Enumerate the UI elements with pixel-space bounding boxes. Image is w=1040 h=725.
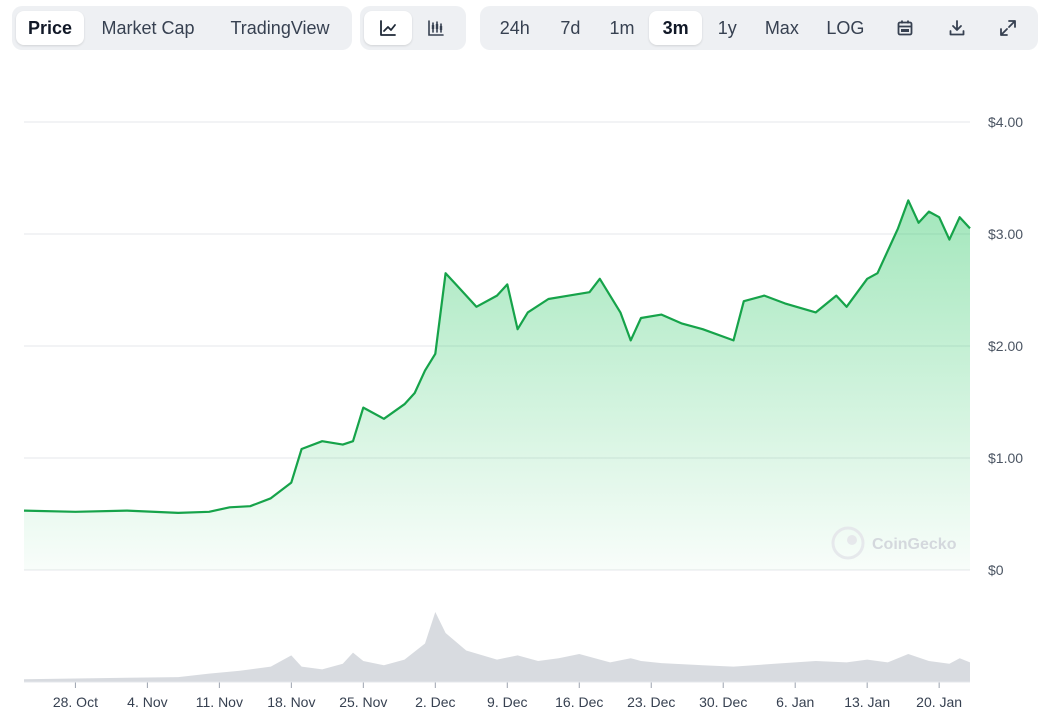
range-max[interactable]: Max bbox=[764, 17, 799, 38]
y-tick-label: $1.00 bbox=[988, 450, 1023, 466]
x-tick-label: 23. Dec bbox=[627, 694, 675, 710]
range-7d[interactable]: 7d bbox=[560, 17, 581, 38]
price-chart: $0 $1.00 $2.00 $3.00 $4.00 28. Oct 4. Nov 11. … bbox=[23, 114, 1023, 710]
price-area bbox=[24, 200, 970, 570]
log-scale-toggle[interactable]: LOG bbox=[826, 17, 865, 38]
date-range-button[interactable] bbox=[879, 11, 931, 45]
x-tick-label: 28. Oct bbox=[53, 694, 98, 710]
gecko-logo-icon bbox=[831, 526, 865, 560]
range-1m[interactable]: 1m bbox=[609, 17, 635, 38]
candlestick-chart-icon bbox=[428, 20, 444, 36]
x-tick-label: 4. Nov bbox=[127, 694, 167, 710]
x-tick-label: 9. Dec bbox=[487, 694, 527, 710]
price-line bbox=[23, 199, 971, 514]
x-tick-label: 20. Jan bbox=[916, 694, 962, 710]
y-tick-label: $3.00 bbox=[988, 226, 1023, 242]
range-1y[interactable]: 1y bbox=[717, 17, 737, 38]
x-tick-label: 18. Nov bbox=[267, 694, 315, 710]
download-button[interactable] bbox=[931, 11, 983, 45]
x-tick-label: 30. Dec bbox=[699, 694, 747, 710]
x-tick-label: 16. Dec bbox=[555, 694, 603, 710]
x-tick-label: 2. Dec bbox=[415, 694, 455, 710]
volume-area bbox=[24, 612, 970, 682]
metric-tab-group: Price Market Cap TradingView bbox=[12, 6, 352, 50]
expand-icon bbox=[1000, 20, 1017, 36]
line-chart-button[interactable] bbox=[364, 11, 412, 45]
tab-price[interactable]: Price bbox=[16, 11, 84, 45]
y-tick-label: $0 bbox=[988, 562, 1004, 578]
range-24h[interactable]: 24h bbox=[499, 17, 530, 38]
x-tick-label: 6. Jan bbox=[776, 694, 814, 710]
fullscreen-button[interactable] bbox=[982, 11, 1034, 45]
chart-type-group bbox=[360, 6, 466, 50]
x-tick-label: 25. Nov bbox=[339, 694, 387, 710]
tab-market-cap[interactable]: Market Cap bbox=[101, 17, 195, 38]
x-axis: 28. Oct 4. Nov 11. Nov 18. Nov 25. Nov 2. Dec… bbox=[24, 681, 970, 710]
range-group: 24h 7d 1m 3m 1y Max LOG bbox=[480, 6, 1038, 50]
y-tick-label: $4.00 bbox=[988, 114, 1023, 130]
volume-series bbox=[24, 612, 970, 682]
x-tick-label: 13. Jan bbox=[844, 694, 890, 710]
price-area-fill bbox=[24, 200, 970, 570]
range-3m[interactable]: 3m bbox=[648, 11, 703, 45]
line-chart-icon bbox=[380, 20, 396, 36]
watermark-text: CoinGecko bbox=[872, 536, 957, 553]
tab-tradingview[interactable]: TradingView bbox=[230, 17, 330, 38]
x-tick-label: 11. Nov bbox=[196, 694, 243, 710]
calendar-icon bbox=[897, 20, 913, 36]
coingecko-watermark: CoinGecko bbox=[831, 526, 957, 560]
y-axis: $0 $1.00 $2.00 $3.00 $4.00 bbox=[988, 114, 1023, 578]
y-tick-label: $2.00 bbox=[988, 338, 1023, 354]
candlestick-chart-button[interactable] bbox=[412, 11, 460, 45]
price-series-line bbox=[23, 199, 971, 514]
download-icon bbox=[949, 20, 964, 36]
